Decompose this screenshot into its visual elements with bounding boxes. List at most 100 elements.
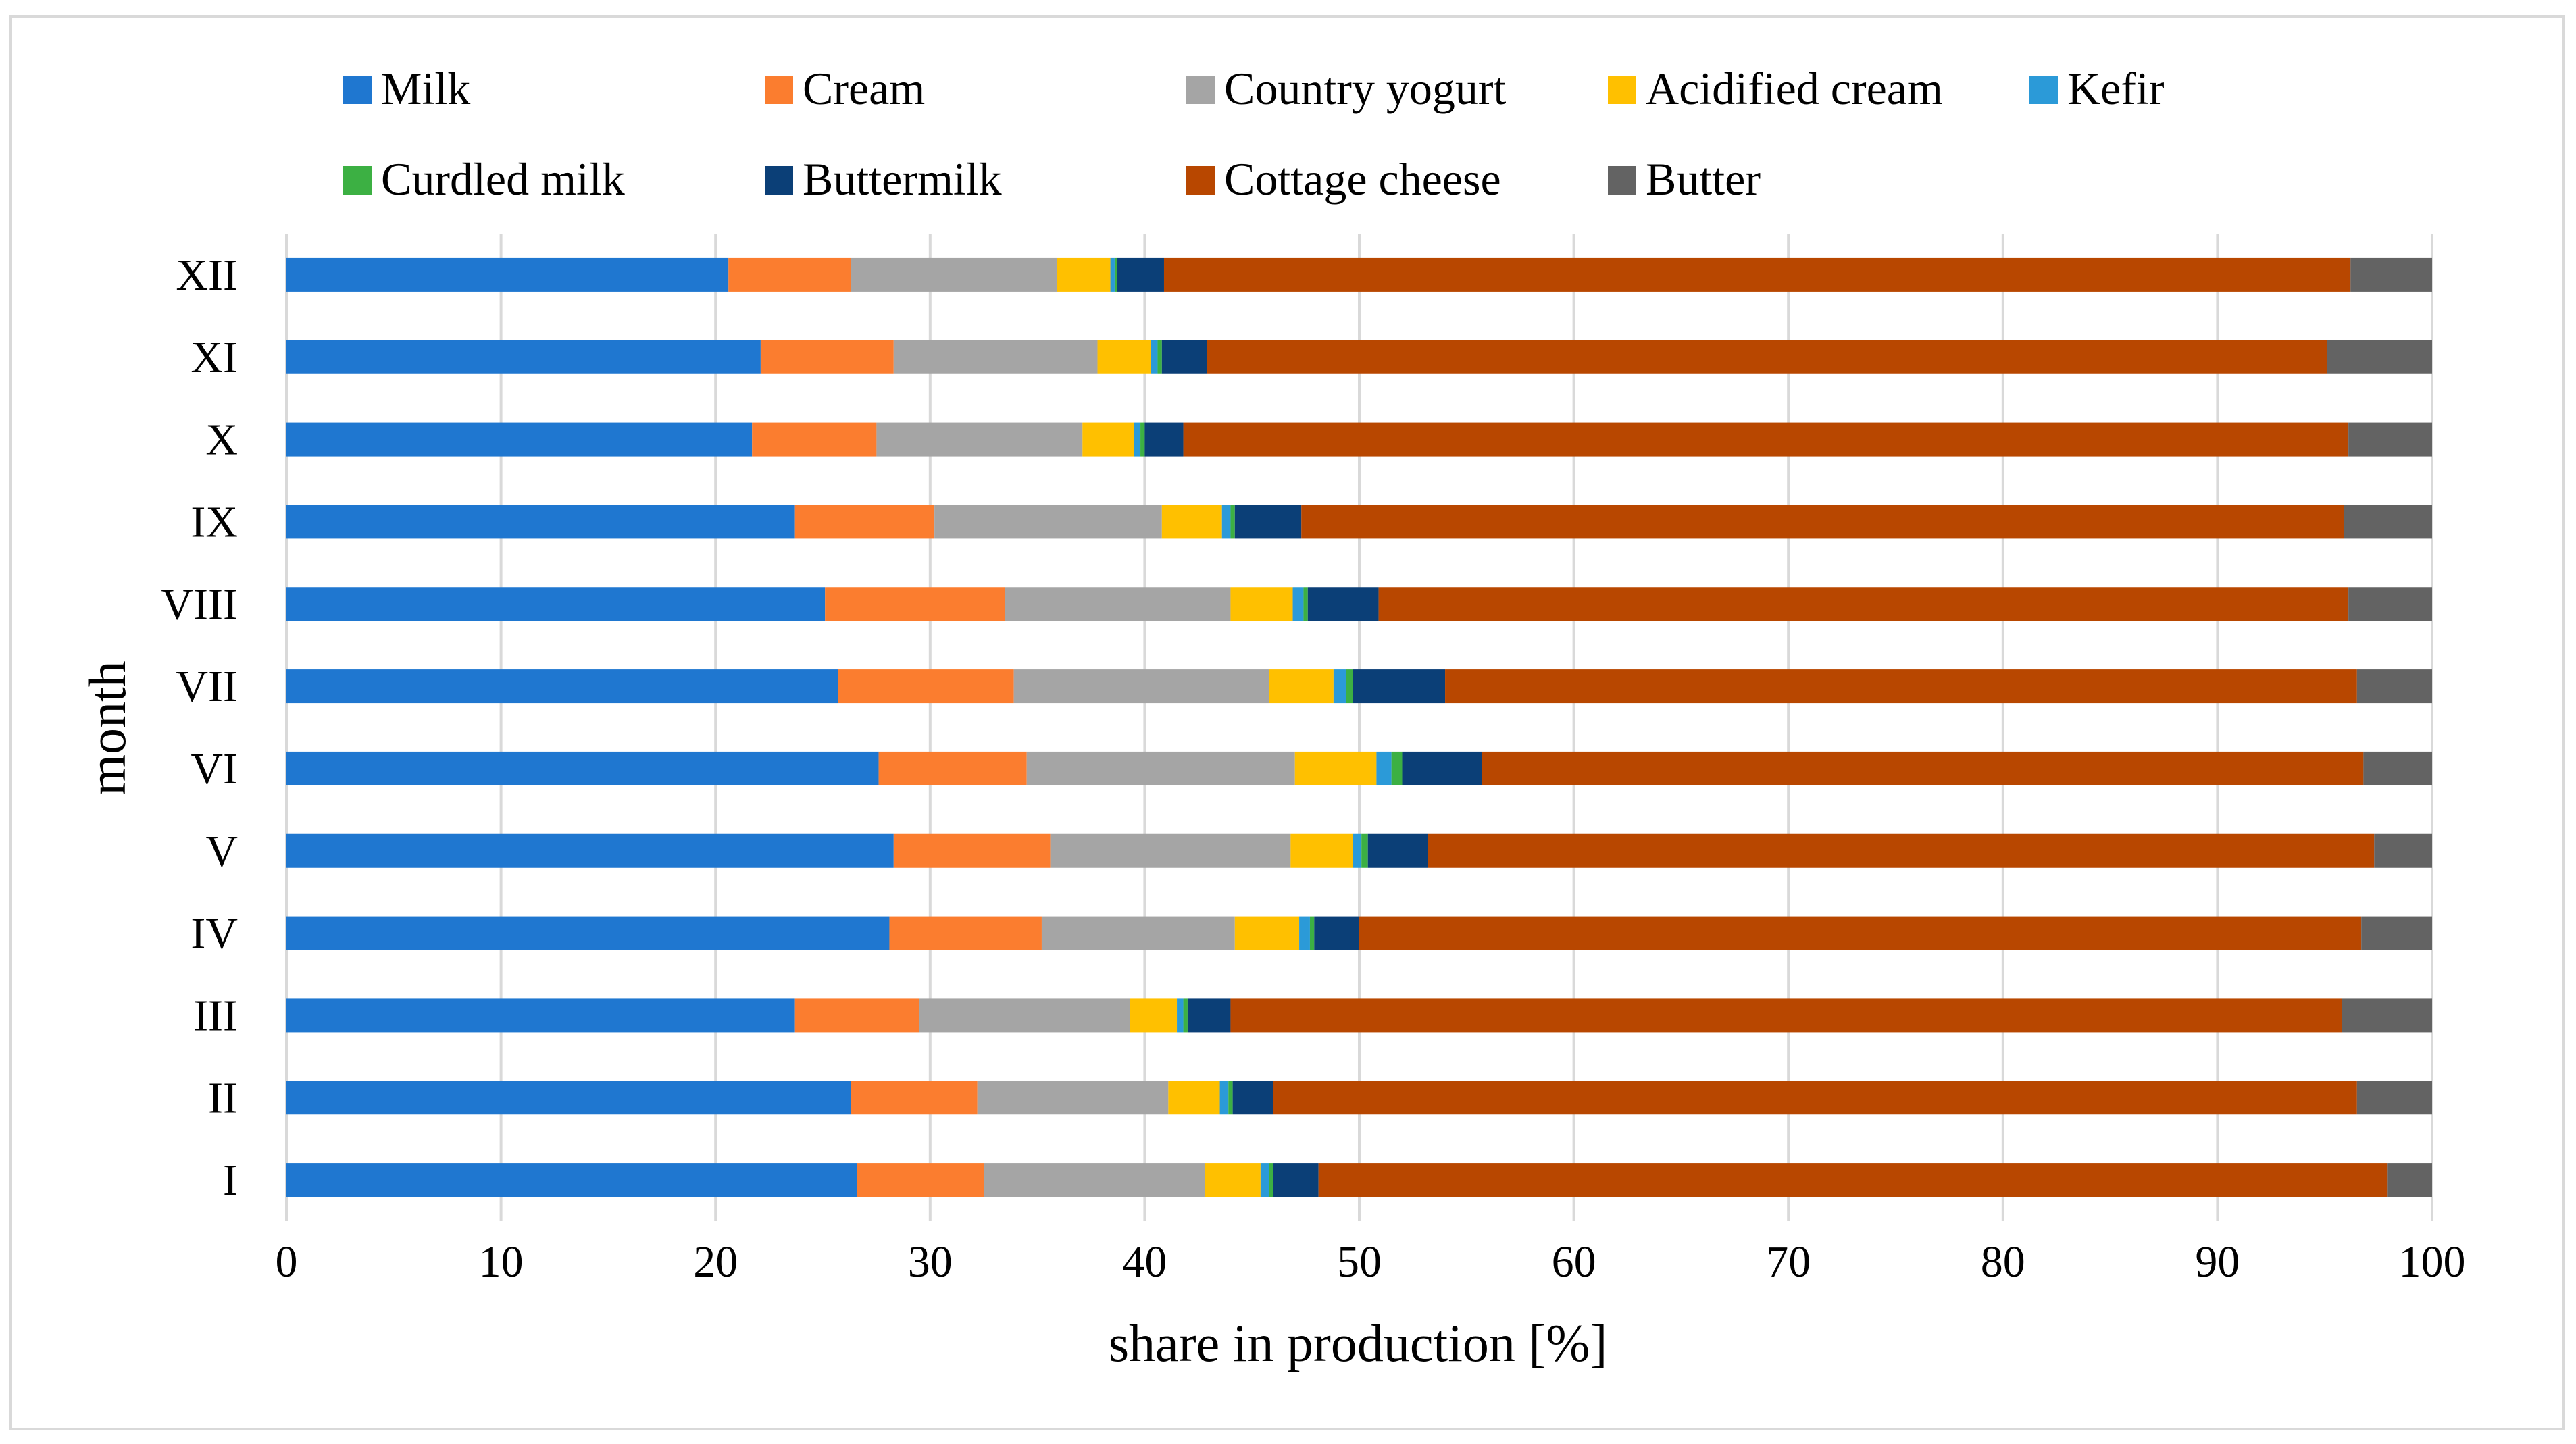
- bar-group-V: [286, 833, 2432, 868]
- bar-II-kefir: [1219, 1081, 1229, 1115]
- bar-group-X: [286, 422, 2432, 457]
- bar-IV-kefir: [1299, 916, 1310, 950]
- bar-VI-milk: [286, 751, 879, 785]
- bar-II-butter: [2356, 1081, 2432, 1115]
- bar-IV-curdled-milk: [1309, 916, 1315, 950]
- bar-VII-country-yogurt: [1013, 669, 1269, 704]
- bar-IX-curdled-milk: [1230, 505, 1235, 539]
- legend-item-butter: Butter: [1608, 153, 1761, 205]
- bar-X-cream: [752, 422, 877, 457]
- bar-III-buttermilk: [1187, 998, 1231, 1033]
- bar-VI-cottage-cheese: [1482, 751, 2364, 785]
- bar-XI-acidified-cream: [1097, 340, 1151, 374]
- bar-VI-butter: [2363, 751, 2432, 785]
- bar-III-country-yogurt: [919, 998, 1130, 1033]
- bar-III-kefir: [1177, 998, 1184, 1033]
- bar-III-cream: [794, 998, 919, 1033]
- bar-IX-country-yogurt: [934, 505, 1162, 539]
- bar-V-acidified-cream: [1290, 833, 1353, 868]
- bar-VI-curdled-milk: [1391, 751, 1403, 785]
- bar-XI-kefir: [1151, 340, 1158, 374]
- bar-VIII-butter: [2348, 587, 2432, 621]
- bar-IV-cream: [889, 916, 1042, 950]
- bar-XII-acidified-cream: [1057, 257, 1111, 292]
- bar-group-IX: [286, 505, 2432, 539]
- bar-II-cream: [851, 1081, 978, 1115]
- y-tick-label-I: I: [223, 1156, 238, 1205]
- bar-VII-milk: [286, 669, 838, 704]
- bar-VI-buttermilk: [1402, 751, 1482, 785]
- legend-item-country-yogurt: Country yogurt: [1186, 63, 1507, 114]
- bar-XI-cream: [760, 340, 894, 374]
- x-tick-label-90: 90: [2195, 1237, 2240, 1287]
- bar-II-curdled-milk: [1228, 1081, 1233, 1115]
- legend-label: Country yogurt: [1224, 63, 1507, 114]
- bar-I-milk: [286, 1163, 857, 1197]
- y-tick-label-V: V: [205, 827, 238, 876]
- bar-V-curdled-milk: [1361, 833, 1368, 868]
- bar-VII-buttermilk: [1353, 669, 1446, 704]
- x-tick-label-10: 10: [479, 1237, 524, 1287]
- bar-VIII-country-yogurt: [1005, 587, 1231, 621]
- y-tick-label-VIII: VIII: [161, 579, 238, 629]
- bar-VIII-kefir: [1292, 587, 1304, 621]
- bar-IX-acidified-cream: [1161, 505, 1222, 539]
- bar-XII-kefir: [1110, 257, 1115, 292]
- legend-item-kefir: Kefir: [2029, 63, 2165, 114]
- bar-IV-cottage-cheese: [1359, 916, 2362, 950]
- bar-I-buttermilk: [1273, 1163, 1319, 1197]
- bar-IX-butter: [2344, 505, 2432, 539]
- bar-II-cottage-cheese: [1273, 1081, 2357, 1115]
- bar-XII-buttermilk: [1117, 257, 1164, 292]
- bar-VIII-curdled-milk: [1303, 587, 1308, 621]
- legend-label: Acidified cream: [1646, 63, 1943, 114]
- legend-label: Milk: [381, 63, 470, 114]
- legend-label: Kefir: [2067, 63, 2165, 114]
- bar-group-XI: [286, 340, 2432, 374]
- bar-VIII-buttermilk: [1307, 587, 1379, 621]
- bar-XII-milk: [286, 257, 729, 292]
- bar-XI-country-yogurt: [893, 340, 1098, 374]
- bar-X-milk: [286, 422, 753, 457]
- bar-group-III: [286, 998, 2432, 1033]
- legend: Milk Cream Country yogurt Acidified cream Ke…: [343, 63, 2165, 205]
- bar-group-VIII: [286, 587, 2432, 621]
- legend-swatch: [1608, 166, 1636, 195]
- bar-X-butter: [2348, 422, 2432, 457]
- x-tick-label-40: 40: [1122, 1237, 1167, 1287]
- bar-III-cottage-cheese: [1230, 998, 2342, 1033]
- bar-VI-country-yogurt: [1026, 751, 1295, 785]
- bar-II-acidified-cream: [1168, 1081, 1220, 1115]
- y-tick-label-VI: VI: [191, 744, 238, 794]
- bar-VII-butter: [2356, 669, 2432, 704]
- bar-V-kefir: [1353, 833, 1362, 868]
- x-tick-labels: 0 10 20 30 40 50 60 70 80 90 100: [276, 1237, 2466, 1287]
- x-tick-label-20: 20: [693, 1237, 738, 1287]
- y-tick-label-III: III: [193, 991, 238, 1040]
- bar-I-acidified-cream: [1205, 1163, 1261, 1197]
- legend-label: Buttermilk: [803, 153, 1002, 205]
- bar-V-butter: [2374, 833, 2432, 868]
- legend-item-buttermilk: Buttermilk: [765, 153, 1002, 205]
- bar-XI-milk: [286, 340, 761, 374]
- bar-II-country-yogurt: [977, 1081, 1169, 1115]
- bar-X-acidified-cream: [1082, 422, 1134, 457]
- bar-IX-kefir: [1221, 505, 1231, 539]
- y-tick-label-VII: VII: [176, 662, 238, 711]
- bar-group-XII: [286, 257, 2432, 292]
- x-tick-label-80: 80: [1981, 1237, 2025, 1287]
- bar-IV-buttermilk: [1314, 916, 1359, 950]
- bar-X-country-yogurt: [876, 422, 1083, 457]
- bar-XII-butter: [2350, 257, 2432, 292]
- x-tick-label-50: 50: [1337, 1237, 1382, 1287]
- bar-VIII-acidified-cream: [1230, 587, 1293, 621]
- x-axis-title: share in production [%]: [1109, 1314, 1608, 1372]
- gridlines: [285, 234, 2433, 1221]
- bar-III-acidified-cream: [1130, 998, 1178, 1033]
- legend-item-milk: Milk: [343, 63, 470, 114]
- legend-swatch: [343, 76, 372, 104]
- legend-label: Cream: [803, 63, 925, 114]
- bar-group-I: [286, 1163, 2432, 1197]
